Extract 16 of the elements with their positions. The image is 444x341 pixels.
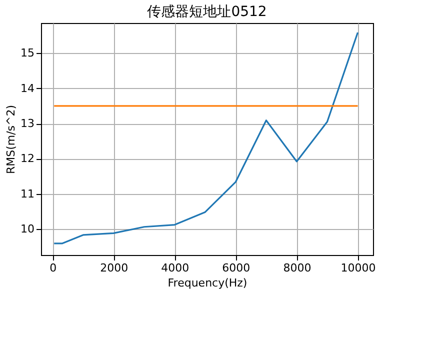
- x-tick-label: 10000: [340, 262, 376, 274]
- x-tick-label: 2000: [100, 262, 128, 274]
- y-tick-label: 11: [20, 187, 34, 200]
- x-tick-label: 6000: [222, 262, 250, 274]
- x-tick-label: 4000: [161, 262, 190, 274]
- x-tick-label: 0: [50, 262, 57, 274]
- y-axis-title: RMS(m/s^2): [4, 104, 18, 174]
- y-tick-label: 10: [20, 222, 34, 236]
- y-tick-label: 13: [20, 117, 34, 130]
- x-axis-title: Frequency(Hz): [168, 276, 248, 290]
- x-tick-label: 8000: [283, 262, 312, 274]
- chart-title: 传感器短地址0512: [147, 4, 267, 20]
- line-series: [53, 32, 359, 244]
- y-tick-label: 12: [20, 152, 34, 166]
- y-tick-label: 14: [20, 82, 34, 95]
- y-tick-label: 15: [20, 46, 34, 60]
